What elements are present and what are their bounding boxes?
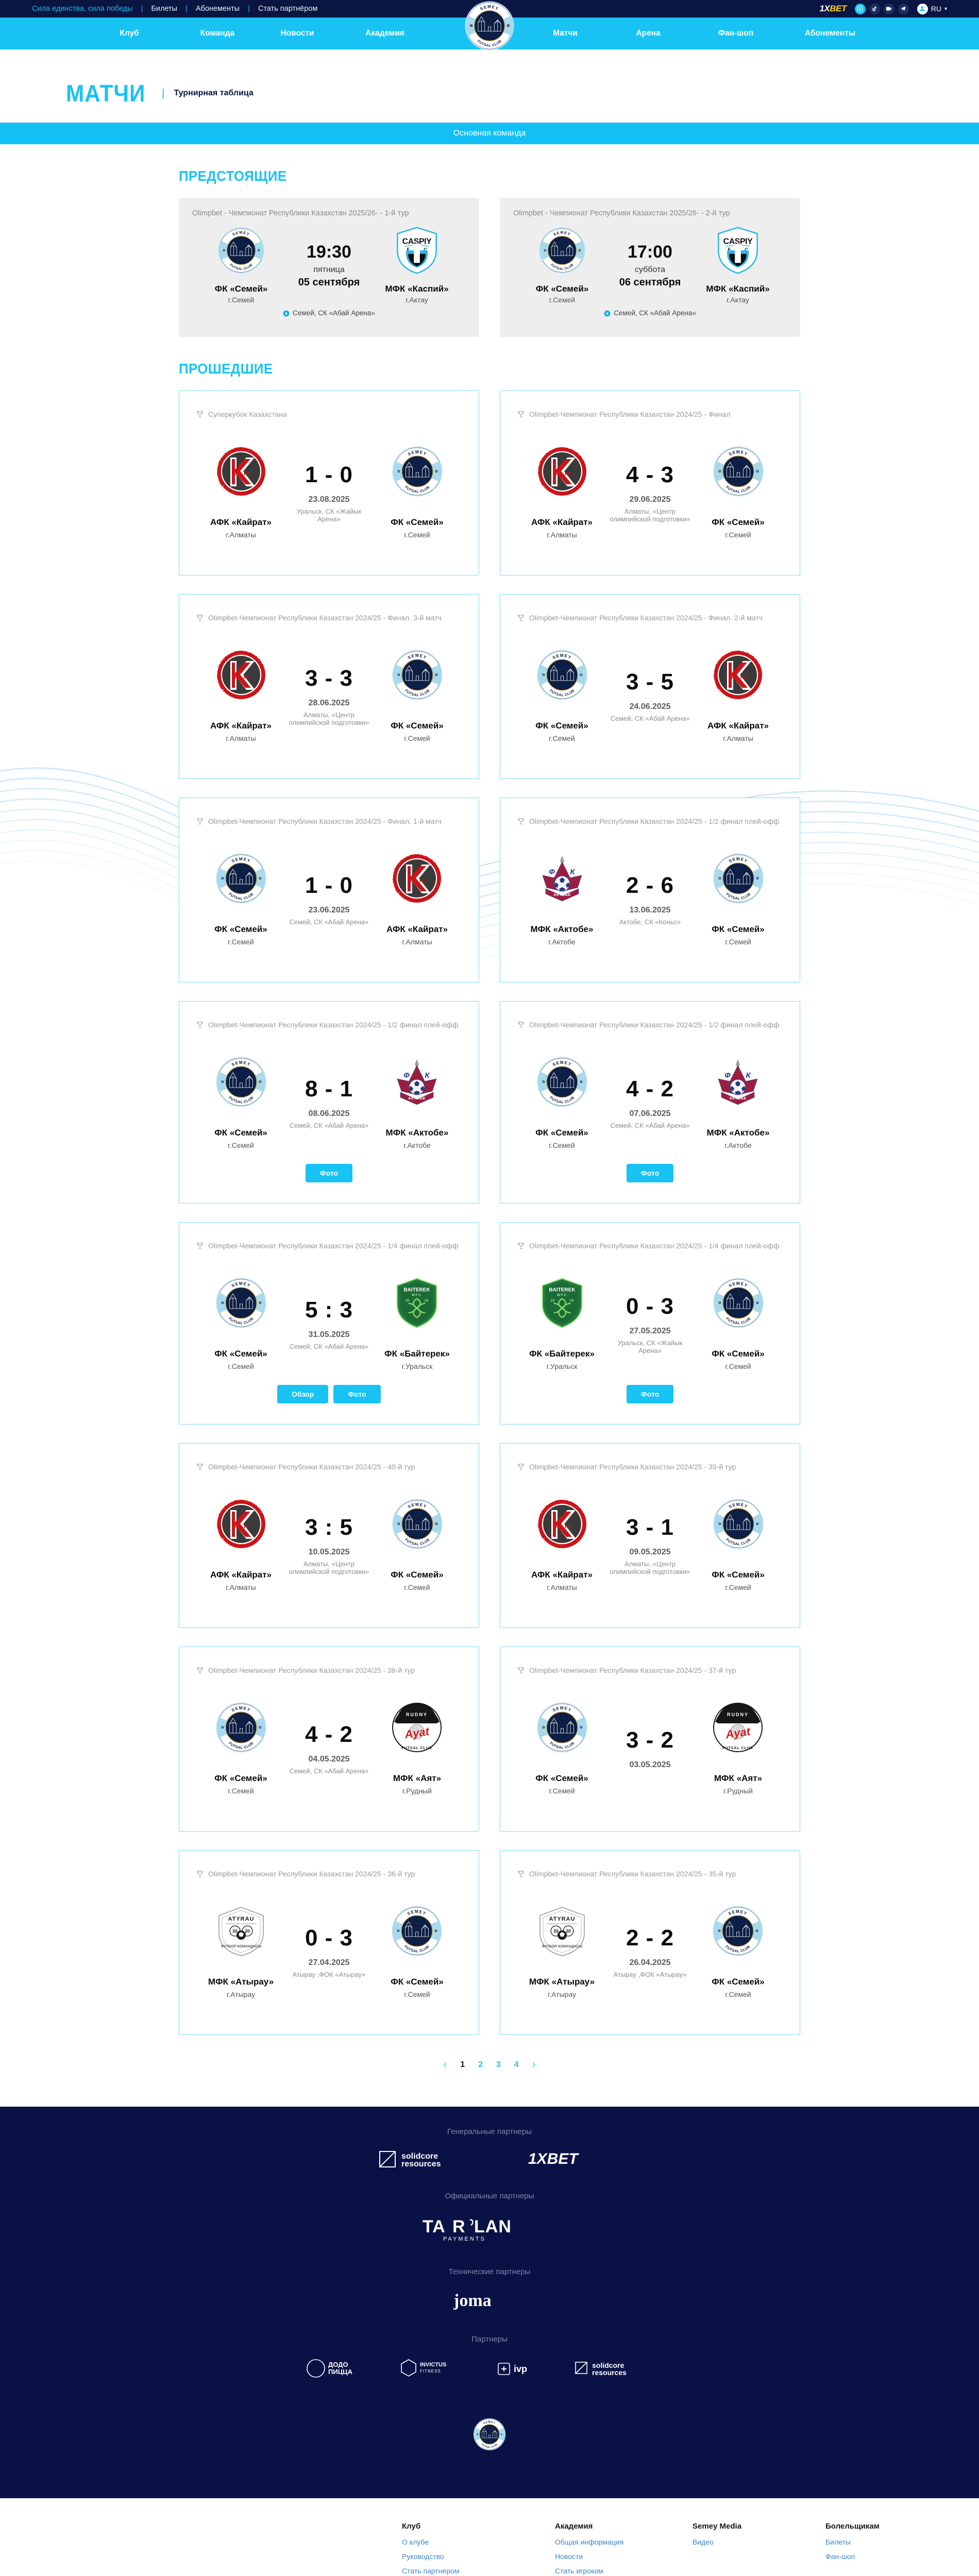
svg-text:R: R [452,2217,466,2236]
svg-text:joma: joma [453,2291,492,2310]
svg-text:TA: TA [423,2217,446,2236]
svg-text:INVICTUS: INVICTUS [420,2362,446,2368]
svg-text:LAN: LAN [474,2217,512,2236]
svg-text:resources: resources [592,2368,627,2377]
svg-text:1XBET: 1XBET [528,2150,579,2167]
svg-text:ПИЦЦА: ПИЦЦА [328,2368,353,2376]
svg-text:PAYMENTS: PAYMENTS [443,2236,486,2242]
svg-text:resources: resources [401,2160,441,2168]
svg-text:FITNESS: FITNESS [420,2369,441,2374]
svg-text:ДОДО: ДОДО [328,2361,348,2368]
svg-text:ivp: ivp [514,2364,527,2374]
